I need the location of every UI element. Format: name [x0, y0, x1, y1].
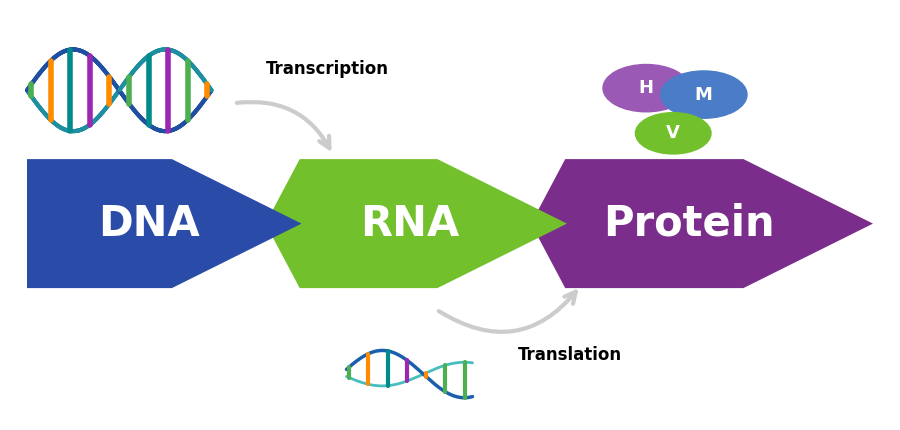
- Text: V: V: [666, 124, 680, 142]
- Polygon shape: [531, 159, 873, 288]
- Text: H: H: [639, 79, 653, 97]
- Text: Transcription: Transcription: [266, 60, 389, 78]
- Text: RNA: RNA: [360, 203, 459, 245]
- Ellipse shape: [661, 71, 747, 118]
- Text: Translation: Translation: [518, 346, 622, 364]
- Text: Protein: Protein: [603, 203, 774, 245]
- FancyArrowPatch shape: [237, 102, 329, 148]
- Polygon shape: [266, 159, 567, 288]
- FancyArrowPatch shape: [439, 292, 576, 332]
- Ellipse shape: [635, 113, 711, 154]
- Text: M: M: [695, 86, 713, 104]
- Polygon shape: [27, 159, 302, 288]
- Ellipse shape: [603, 64, 689, 112]
- Text: DNA: DNA: [97, 203, 200, 245]
